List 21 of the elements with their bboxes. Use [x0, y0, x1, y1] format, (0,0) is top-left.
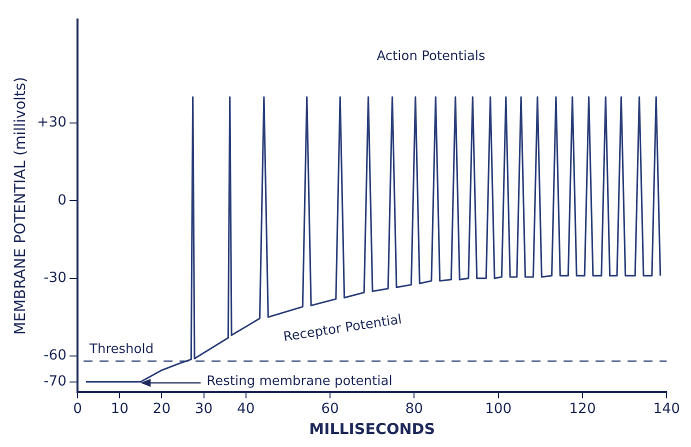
x-tick-label: 140: [653, 401, 680, 418]
x-tick-label: 40: [236, 401, 255, 418]
y-tick-label: -30: [44, 270, 67, 286]
x-tick-label: 20: [152, 401, 171, 418]
x-tick-label: 60: [321, 401, 339, 418]
x-tick-label: 80: [405, 401, 424, 418]
y-tick-label: -70: [44, 373, 67, 390]
y-tick-label: -60: [44, 348, 67, 364]
x-axis-title: MILLISECONDS: [309, 420, 436, 438]
x-tick-label: 10: [110, 401, 129, 418]
y-axis-title: MEMBRANE POTENTIAL (millivolts): [10, 76, 29, 335]
x-tick-label: 30: [194, 401, 213, 418]
x-tick-label: 100: [484, 401, 512, 418]
x-tick-label: 0: [73, 401, 82, 418]
annotation: Receptor Potential: [282, 312, 403, 346]
ref-line-label: Threshold: [88, 342, 154, 358]
y-tick-label: +30: [37, 114, 67, 131]
annotation: Resting membrane potential: [206, 374, 392, 390]
y-tick-label: 0: [58, 192, 67, 208]
annotation: Action Potentials: [376, 49, 486, 64]
x-tick-label: 120: [569, 401, 596, 418]
